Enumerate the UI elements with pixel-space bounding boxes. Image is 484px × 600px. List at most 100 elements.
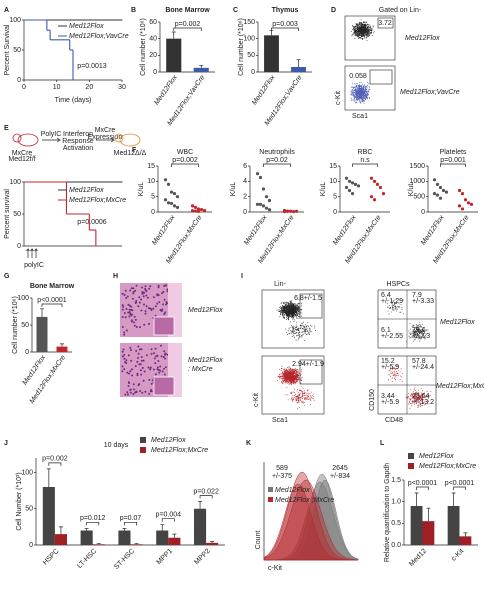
data-point xyxy=(169,190,174,194)
x-tick-label: 20 xyxy=(85,84,93,91)
quadrant-value: 7.9 xyxy=(412,292,422,299)
x-tick-label: Med12Flox xyxy=(151,214,177,247)
quadrant-lines xyxy=(378,290,436,348)
data-point xyxy=(267,208,272,212)
y-axis-label: K/uL xyxy=(408,182,415,197)
x-tick-label: c-Kit xyxy=(450,548,465,563)
quadrant-value: 6.4 xyxy=(381,292,391,299)
histogram xyxy=(264,481,359,561)
chart-title: Bone Marrow xyxy=(165,7,210,14)
sample-label: Med12Flox xyxy=(405,35,440,42)
p-bracket xyxy=(173,27,202,31)
error-bar xyxy=(134,543,139,545)
data-point xyxy=(285,209,290,213)
p-bracket xyxy=(161,518,175,522)
data-point xyxy=(169,201,174,206)
panel-title: HSPCs xyxy=(387,281,410,288)
gate-value: 3.72 xyxy=(378,20,392,27)
error-bar xyxy=(210,541,215,543)
y-axis-label: K/uL xyxy=(138,182,145,197)
error-bar xyxy=(199,64,204,68)
data-point xyxy=(196,207,201,211)
y-tick-label: 0 xyxy=(17,243,21,250)
quadrant-value: +/-2.55 xyxy=(381,333,403,340)
data-point xyxy=(350,181,355,185)
p-bracket xyxy=(41,303,63,307)
legend-label: Med12Flox xyxy=(275,487,310,494)
data-point xyxy=(282,210,287,214)
bar xyxy=(206,542,219,545)
data-point xyxy=(261,187,266,191)
legend-label: Med12Flox xyxy=(151,437,186,444)
chart-title: Bone Marrow xyxy=(30,283,75,290)
data-point xyxy=(432,192,437,196)
data-point xyxy=(193,209,198,213)
data-point xyxy=(347,179,352,183)
error-bar xyxy=(172,533,177,538)
data-point xyxy=(163,178,168,182)
quadrant-value: 79.6 xyxy=(412,327,426,334)
bar xyxy=(54,534,67,545)
y-axis-label: Percent survival xyxy=(4,189,11,239)
x-tick-label: Med12Flox xyxy=(251,74,277,107)
gate xyxy=(377,17,394,29)
y-tick-label: 50 xyxy=(13,211,21,218)
p-bracket xyxy=(48,462,62,466)
p-value: p=0.004 xyxy=(156,512,182,519)
y-tick-label: 0 xyxy=(333,209,337,216)
histology-inset xyxy=(153,376,175,396)
data-point xyxy=(347,188,352,193)
data-point xyxy=(457,188,462,193)
axis-label: CD150 xyxy=(369,389,376,411)
gate xyxy=(369,69,393,85)
y-axis-label: K/uL xyxy=(230,182,237,197)
bar xyxy=(422,521,435,545)
legend-label: Med12Flox xyxy=(69,23,104,30)
y-tick-label: 150 xyxy=(243,19,255,26)
y-tick-label: 100 xyxy=(243,36,255,43)
mouse-label: Med12f/f xyxy=(8,156,35,163)
panel-label: L xyxy=(380,440,385,447)
y-tick-label: 0 xyxy=(25,349,29,356)
p-value: p=0.003 xyxy=(272,21,298,28)
mouse-icon xyxy=(17,133,39,147)
data-point xyxy=(435,182,440,186)
y-tick-label: 100 xyxy=(9,17,21,24)
y-tick-label: 100 xyxy=(17,295,29,302)
flow-dots xyxy=(277,366,303,388)
panel-label: C xyxy=(233,7,238,14)
error-bar xyxy=(414,492,419,506)
panel-label: D xyxy=(331,7,336,14)
data-point xyxy=(369,195,374,199)
data-point xyxy=(444,190,449,194)
bar xyxy=(166,38,182,72)
axis-label: Sca1 xyxy=(272,417,288,424)
flow-dots xyxy=(285,386,315,409)
x-tick-label: Med12Flox xyxy=(243,214,269,247)
arrow xyxy=(96,137,116,143)
injection-arrow xyxy=(34,247,38,258)
data-point xyxy=(202,208,207,213)
data-point xyxy=(438,196,443,200)
y-tick-label: 10 xyxy=(329,178,337,185)
x-axis-label: Time (days) xyxy=(55,97,92,104)
y-tick-label: 0 xyxy=(17,77,21,84)
histology-inset xyxy=(153,316,175,336)
legend-swatch xyxy=(140,437,146,443)
injection-label: polyIC xyxy=(24,262,44,269)
x-tick-label: Med12 xyxy=(408,548,428,568)
y-axis-label: Relative quantification to Gapdh xyxy=(384,463,391,562)
step-label: Interferon xyxy=(63,131,93,138)
flow-dots xyxy=(285,320,316,341)
step-label: Response xyxy=(62,138,94,145)
legend-label: Med12Flox xyxy=(419,453,454,460)
panel-label: H xyxy=(113,273,118,280)
y-tick-label: 2 xyxy=(243,194,247,201)
data-point xyxy=(175,205,180,209)
panel-label: E xyxy=(4,125,9,132)
data-point xyxy=(294,209,299,213)
data-point xyxy=(460,207,465,211)
data-point xyxy=(166,182,171,186)
y-axis-label: Percent Survival xyxy=(4,24,11,75)
chart-title: Thymus xyxy=(272,7,299,14)
